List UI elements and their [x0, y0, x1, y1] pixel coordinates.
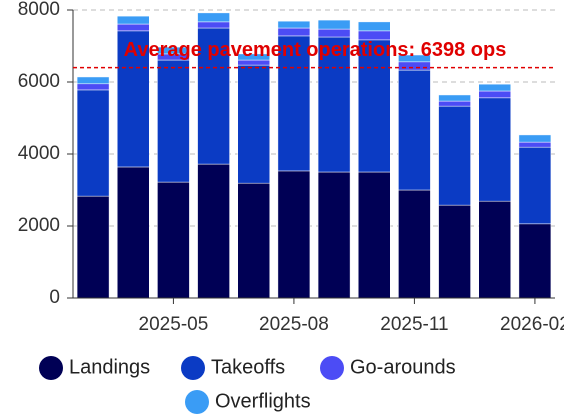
legend-swatch	[181, 356, 205, 380]
bar-segment	[358, 39, 391, 173]
bar-segment	[277, 35, 311, 172]
bar-segment	[478, 90, 511, 99]
x-tick-label: 2025-08	[259, 314, 329, 335]
x-tick-label: 2026-02	[500, 314, 564, 335]
bar-segment	[117, 23, 150, 32]
bar-segment	[76, 195, 110, 299]
bar-segment	[478, 97, 511, 202]
bar-segment	[157, 46, 190, 55]
legend-label: Go-arounds	[350, 356, 456, 378]
y-tick-label: 4000	[18, 143, 60, 164]
bar-segment	[237, 64, 270, 184]
bar-segment	[76, 83, 110, 91]
bar-segment	[438, 94, 471, 102]
legend-label: Takeoffs	[211, 356, 285, 378]
bar-segment	[478, 200, 511, 299]
bar-segment	[358, 171, 391, 299]
bar-segment	[237, 53, 270, 61]
bar-segment	[398, 69, 431, 191]
bar-segment	[478, 83, 511, 92]
bar-segment	[197, 21, 230, 29]
legend-label: Landings	[69, 356, 150, 378]
y-tick-label: 0	[49, 287, 60, 308]
bar-segment	[317, 28, 351, 38]
bar-segment	[157, 181, 190, 299]
bar-segment	[277, 170, 311, 299]
bar-segment	[398, 61, 431, 71]
legend-swatch	[320, 356, 344, 380]
bar-segment	[117, 15, 150, 25]
bar-segment	[398, 54, 431, 63]
bar-segment	[117, 30, 150, 168]
y-tick-label: 6000	[18, 71, 60, 92]
bar-segment	[398, 189, 431, 299]
bar-segment	[518, 141, 552, 148]
bar-segment	[317, 171, 351, 299]
bar-segment	[277, 20, 311, 29]
legend-swatch	[39, 356, 63, 380]
bar-segment	[438, 105, 471, 206]
bar-segment	[358, 21, 391, 32]
bar-segment	[518, 146, 552, 225]
bar-segment	[518, 134, 552, 143]
bar-segment	[117, 166, 150, 299]
bar-segment	[438, 204, 471, 299]
x-tick-label: 2025-05	[139, 314, 209, 335]
bar-segment	[277, 27, 311, 37]
bar-segment	[76, 76, 110, 85]
bar-segment	[317, 19, 351, 30]
legend-label: Overflights	[215, 390, 311, 412]
x-tick-label: 2025-11	[380, 314, 448, 335]
average-label: Average pavement operations: 6398 ops	[124, 39, 507, 61]
y-tick-label: 2000	[18, 215, 60, 236]
bar-segment	[438, 100, 471, 107]
bar-segment	[197, 12, 230, 23]
y-tick-label: 8000	[18, 0, 60, 20]
bar-segment	[76, 89, 110, 197]
bar-segment	[237, 182, 270, 299]
bar-segment	[518, 223, 552, 299]
legend-swatch	[185, 390, 209, 414]
bar-segment	[157, 59, 190, 183]
bar-segment	[197, 163, 230, 299]
